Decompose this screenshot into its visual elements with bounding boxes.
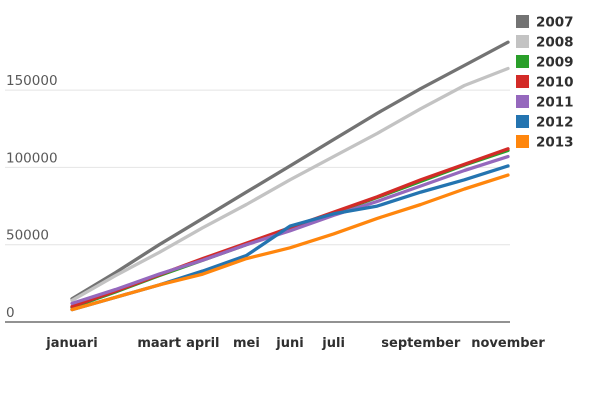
- x-axis-label-november: november: [471, 336, 545, 351]
- legend-label-2010: 2010: [536, 75, 574, 91]
- y-tick-label-100000: 100000: [6, 150, 58, 166]
- legend-item-2007[interactable]: 2007: [516, 15, 574, 31]
- y-tick-label-50000: 50000: [6, 228, 49, 244]
- x-axis-label-juni: juni: [275, 336, 303, 351]
- series-line-2008: [70, 66, 510, 303]
- legend-item-2013[interactable]: 2013: [516, 135, 574, 151]
- legend-label-2012: 2012: [536, 115, 574, 131]
- series-line-2007: [70, 40, 510, 301]
- x-axis-label-mei: mei: [233, 336, 260, 351]
- series-line-2012: [70, 164, 510, 312]
- legend-label-2008: 2008: [536, 35, 574, 51]
- legend-swatch-2011: [516, 95, 529, 108]
- legend-swatch-2008: [516, 35, 529, 48]
- legend-swatch-2007: [516, 15, 529, 28]
- legend-label-2007: 2007: [536, 15, 574, 31]
- x-axis-label-juli: juli: [321, 336, 345, 351]
- legend-label-2009: 2009: [536, 55, 574, 71]
- x-axis-label-januari: januari: [45, 336, 97, 351]
- legend-item-2009[interactable]: 2009: [516, 55, 574, 71]
- legend-item-2010[interactable]: 2010: [516, 75, 574, 91]
- y-tick-label-150000: 150000: [6, 73, 58, 89]
- series-line-2011: [70, 154, 510, 306]
- legend-item-2008[interactable]: 2008: [516, 35, 574, 51]
- legend-swatch-2012: [516, 115, 529, 128]
- x-axis-label-april: april: [186, 336, 219, 351]
- legend-label-2013: 2013: [536, 135, 574, 151]
- legend-item-2011[interactable]: 2011: [516, 95, 574, 111]
- legend-item-2012[interactable]: 2012: [516, 115, 574, 131]
- x-axis-label-september: september: [381, 336, 461, 351]
- legend-label-2011: 2011: [536, 95, 574, 111]
- y-tick-label-0: 0: [6, 305, 15, 321]
- legend-swatch-2010: [516, 75, 529, 88]
- legend-swatch-2009: [516, 55, 529, 68]
- x-axis-label-maart: maart: [137, 336, 181, 351]
- legend-swatch-2013: [516, 135, 529, 148]
- series-line-2013: [70, 173, 510, 312]
